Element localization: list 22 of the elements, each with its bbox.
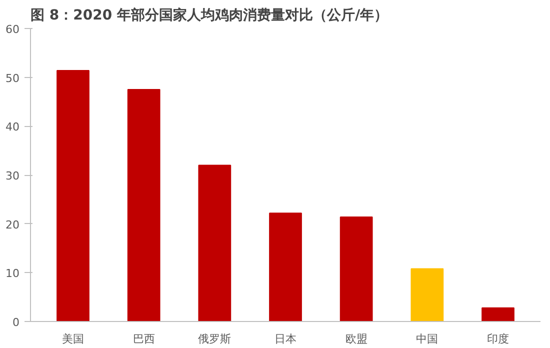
x-tick-label: 印度 [487, 332, 509, 346]
y-tick-label: 50 [6, 72, 20, 85]
chart-title: 图 8：2020 年部分国家人均鸡肉消费量对比（公斤/年） [30, 6, 388, 24]
bar [269, 212, 302, 322]
x-tick-label: 巴西 [132, 332, 155, 346]
bar [198, 164, 232, 322]
y-tick-label: 20 [6, 218, 20, 232]
bar [127, 89, 160, 322]
bar [56, 70, 90, 322]
x-tick-label: 俄罗斯 [198, 332, 232, 346]
y-tick-label: 30 [6, 170, 20, 182]
x-tick-label: 日本 [274, 332, 296, 346]
x-tick-label: 美国 [62, 332, 84, 346]
bar [410, 268, 444, 322]
x-tick-label: 中国 [416, 332, 438, 346]
bar [340, 216, 373, 322]
x-tick-label: 欧盟 [345, 332, 368, 346]
y-tick-label: 0 [12, 316, 20, 329]
y-tick-label: 10 [6, 267, 20, 280]
bar [482, 307, 514, 322]
y-tick-label: 60 [6, 23, 20, 36]
y-tick-label: 40 [6, 120, 20, 134]
